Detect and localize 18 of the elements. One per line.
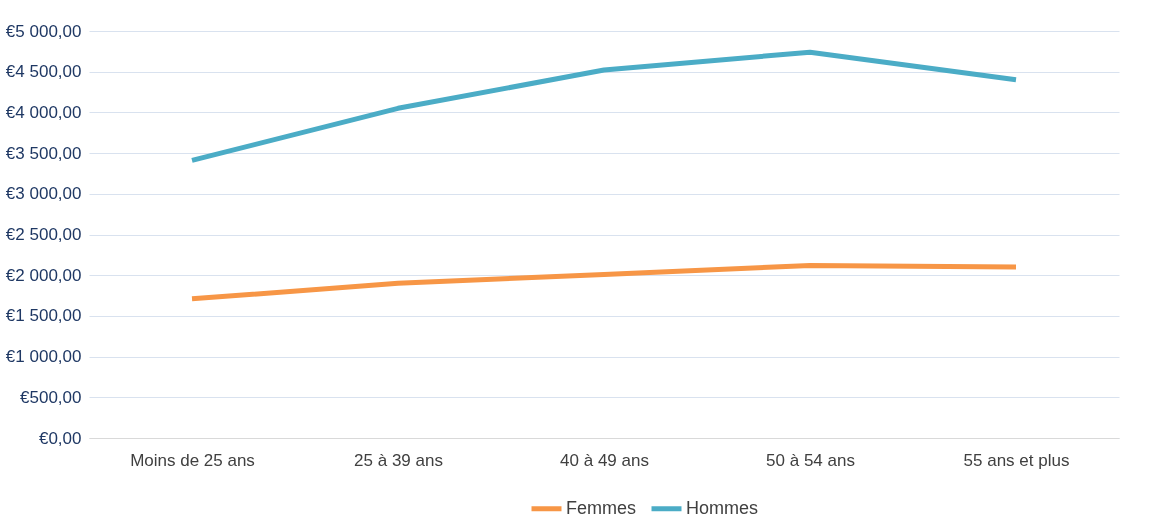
y-tick-label: €5 000,00 — [5, 21, 82, 41]
y-tick-label: €3 500,00 — [5, 143, 82, 163]
x-tick-label: 25 à 39 ans — [354, 450, 443, 470]
y-tick-label: €0,00 — [38, 428, 82, 448]
y-tick-label: €1 500,00 — [5, 306, 82, 326]
x-tick-label: 40 à 49 ans — [560, 450, 649, 470]
y-tick-label: €4 000,00 — [5, 102, 82, 122]
legend-label: Hommes — [686, 497, 759, 518]
x-tick-label: 50 à 54 ans — [766, 450, 855, 470]
y-tick-label: €1 000,00 — [5, 347, 82, 367]
x-tick-label: Moins de 25 ans — [130, 450, 255, 470]
y-tick-label: €3 000,00 — [5, 184, 82, 204]
y-tick-label: €2 000,00 — [5, 265, 82, 285]
y-tick-label: €2 500,00 — [5, 225, 82, 244]
legend-label: Femmes — [566, 497, 637, 518]
y-tick-label: €500,00 — [20, 387, 82, 407]
x-tick-label: 55 ans et plus — [963, 450, 1070, 470]
y-tick-label: €4 500,00 — [5, 62, 82, 82]
